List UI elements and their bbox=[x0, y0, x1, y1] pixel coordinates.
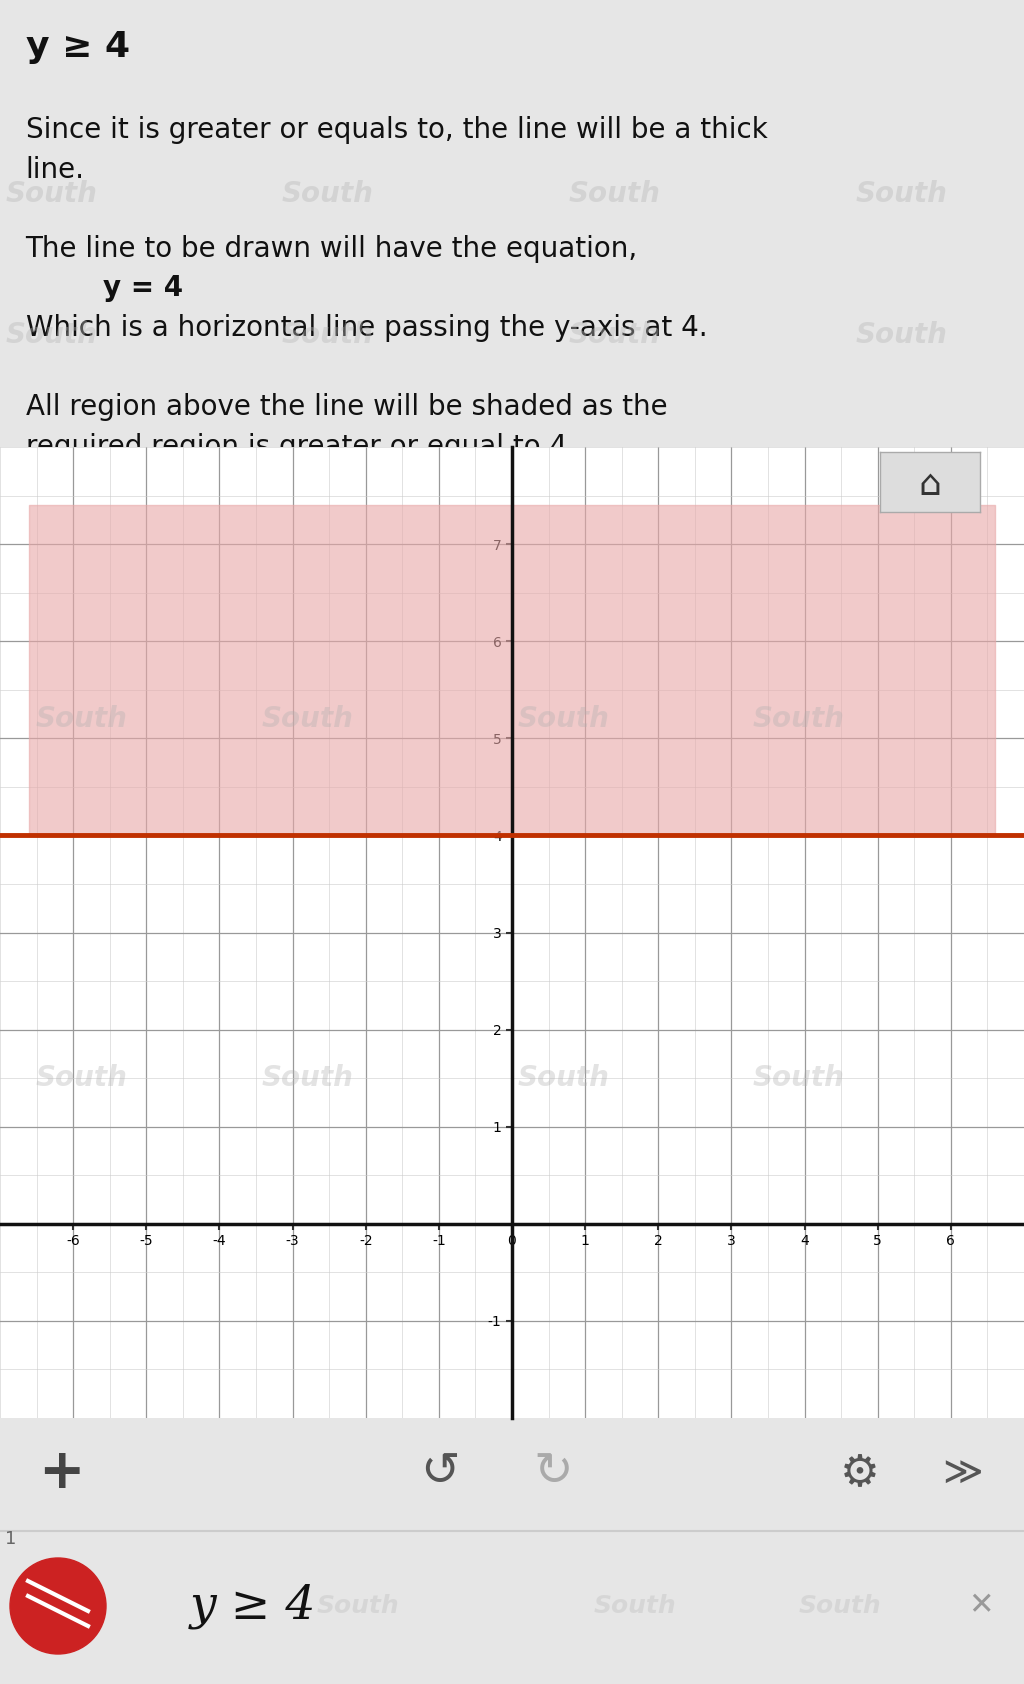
Text: South: South bbox=[568, 180, 660, 207]
Text: Which is a horizontal line passing the y-axis at 4.: Which is a horizontal line passing the y… bbox=[26, 313, 708, 342]
Circle shape bbox=[10, 1558, 106, 1654]
Text: South: South bbox=[855, 180, 947, 207]
Text: y ≥ 4: y ≥ 4 bbox=[189, 1583, 316, 1628]
Text: South: South bbox=[517, 1064, 609, 1093]
Text: South: South bbox=[282, 322, 374, 349]
Circle shape bbox=[12, 1561, 103, 1652]
Text: South: South bbox=[594, 1595, 676, 1618]
Text: ↻: ↻ bbox=[534, 1450, 572, 1495]
Text: South: South bbox=[753, 1064, 845, 1093]
Text: y = 4: y = 4 bbox=[26, 274, 182, 303]
Text: South: South bbox=[317, 1595, 399, 1618]
Text: ↺: ↺ bbox=[421, 1450, 460, 1495]
Text: South: South bbox=[799, 1595, 881, 1618]
Text: The line to be drawn will have the equation,: The line to be drawn will have the equat… bbox=[26, 234, 638, 263]
Text: South: South bbox=[36, 1064, 128, 1093]
Text: ⚙: ⚙ bbox=[841, 1452, 880, 1494]
Text: 1: 1 bbox=[5, 1529, 16, 1548]
Text: y ≥ 4: y ≥ 4 bbox=[26, 30, 130, 64]
Text: All region above the line will be shaded as the: All region above the line will be shaded… bbox=[26, 392, 668, 421]
Text: South: South bbox=[5, 180, 97, 207]
Text: South: South bbox=[855, 322, 947, 349]
Text: South: South bbox=[36, 706, 128, 733]
Text: ⌂: ⌂ bbox=[919, 468, 941, 502]
Text: South: South bbox=[261, 706, 353, 733]
Text: South: South bbox=[753, 706, 845, 733]
Text: South: South bbox=[5, 322, 97, 349]
Text: line.: line. bbox=[26, 155, 85, 184]
Text: South: South bbox=[568, 322, 660, 349]
Text: ≫: ≫ bbox=[942, 1453, 983, 1492]
Text: South: South bbox=[282, 180, 374, 207]
Text: South: South bbox=[261, 1064, 353, 1093]
Text: required region is greater or equal to 4: required region is greater or equal to 4 bbox=[26, 433, 566, 461]
Text: ✕: ✕ bbox=[968, 1591, 993, 1620]
Text: +: + bbox=[38, 1447, 85, 1500]
Text: Since it is greater or equals to, the line will be a thick: Since it is greater or equals to, the li… bbox=[26, 116, 767, 145]
Text: South: South bbox=[517, 706, 609, 733]
